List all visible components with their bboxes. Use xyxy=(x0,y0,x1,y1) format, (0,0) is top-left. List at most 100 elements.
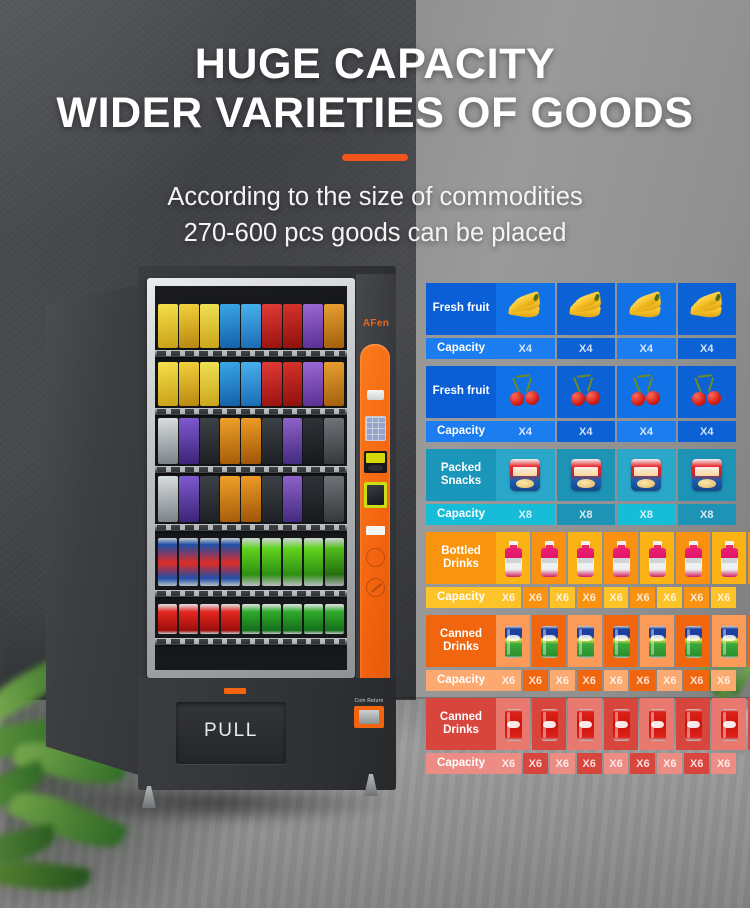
bottle-icon xyxy=(532,541,566,577)
product-cell xyxy=(532,615,566,667)
keypad[interactable] xyxy=(365,416,386,441)
cherry-icon xyxy=(508,374,542,409)
coin-return-label: Coin Return xyxy=(354,698,384,704)
product-cell xyxy=(677,366,736,418)
product-cell xyxy=(604,698,638,750)
panel-sticker xyxy=(366,526,385,535)
snack-bag-icon xyxy=(629,458,663,492)
banana-icon xyxy=(689,291,724,326)
product-cell xyxy=(748,698,750,750)
capacity-value: X6 xyxy=(684,670,710,691)
capacity-value: X4 xyxy=(617,338,676,359)
pull-flap[interactable]: PULL xyxy=(176,702,286,764)
red-can-icon xyxy=(712,707,746,741)
capacity-cells: X6 X6 X6 X6 X6 X6 X6 X6 X6 xyxy=(496,587,737,608)
category-label: Canned Drinks xyxy=(426,615,496,667)
banana-icon xyxy=(568,291,603,326)
capacity-value: X4 xyxy=(617,421,676,442)
capacity-value: X6 xyxy=(576,587,602,608)
product-line: Fresh fruit xyxy=(426,366,736,418)
capacity-value: X6 xyxy=(711,587,737,608)
red-can-icon xyxy=(496,707,530,741)
product-cell xyxy=(496,366,555,418)
machine-shelf-row-5 xyxy=(158,538,345,586)
machine-shelf-rail-5 xyxy=(155,590,347,597)
capacity-value: X6 xyxy=(657,670,683,691)
capacity-value: X6 xyxy=(549,587,575,608)
green-can-icon xyxy=(496,624,530,658)
capacity-line: Capacity X6 X6 X6 X6 X6 X6 X6 X6 X6 xyxy=(426,753,737,774)
capacity-value: X6 xyxy=(711,670,737,691)
capacity-value: X8 xyxy=(496,504,555,525)
product-cell xyxy=(568,532,602,584)
product-cell xyxy=(532,698,566,750)
machine-glass-window xyxy=(155,286,347,670)
product-cell xyxy=(604,615,638,667)
bottle-icon xyxy=(712,541,746,577)
capacity-value: X6 xyxy=(496,587,521,608)
machine-shelf-row-4 xyxy=(158,476,345,522)
product-cell xyxy=(568,615,602,667)
product-cell xyxy=(496,449,555,501)
capacity-label: Capacity xyxy=(426,338,496,359)
headline-line-1: HUGE CAPACITY xyxy=(194,40,556,88)
capacity-label: Capacity xyxy=(426,587,496,608)
product-line: Canned Drinks xyxy=(426,698,750,750)
machine-shelf-rail-1 xyxy=(155,350,347,357)
bill-acceptor-slot[interactable] xyxy=(367,390,384,400)
category-label: Canned Drinks xyxy=(426,698,496,750)
capacity-value: X8 xyxy=(677,504,736,525)
product-cell xyxy=(676,615,710,667)
vending-machine-photo: AFen PULL Coin Return xyxy=(46,266,396,826)
coin-return-slot[interactable] xyxy=(354,706,384,728)
capacity-value: X4 xyxy=(496,338,555,359)
product-cell xyxy=(556,366,615,418)
bottle-icon xyxy=(496,541,530,577)
product-cell xyxy=(604,532,638,584)
category-label: Fresh fruit xyxy=(426,366,496,418)
red-can-icon xyxy=(640,707,674,741)
page-title: HUGE CAPACITY WIDER VARIETIES OF GOODS xyxy=(0,40,750,138)
product-line: Canned Drinks xyxy=(426,615,750,667)
lower-door-accent xyxy=(224,688,246,694)
capacity-cells: X4 X4 X4 X4 xyxy=(496,421,736,442)
product-cell xyxy=(712,532,746,584)
product-cell xyxy=(532,532,566,584)
capacity-table-row: Fresh fruit Capacity X4 X4 X4 X4 xyxy=(426,366,736,442)
product-cell xyxy=(712,698,746,750)
capacity-table-row: Canned Drinks Capacity X6 X6 X6 X6 X6 X6 X6 X6 X6 xyxy=(426,698,750,774)
product-cell xyxy=(617,283,676,335)
product-cell xyxy=(640,615,674,667)
capacity-table-row: Canned Drinks Capacity X6 X6 X6 X6 X6 X6 X6 X6 X6 xyxy=(426,615,750,691)
capacity-value: X6 xyxy=(576,670,602,691)
capacity-table-row: Bottled Drinks Capacity X6 X6 X6 X6 X6 X6 X6 X6 X6 xyxy=(426,532,750,608)
product-line: Packed Snacks xyxy=(426,449,736,501)
capacity-value: X6 xyxy=(496,753,521,774)
capacity-value: X6 xyxy=(630,587,656,608)
capacity-value: X6 xyxy=(630,753,656,774)
banana-icon xyxy=(629,291,663,326)
capacity-value: X6 xyxy=(603,670,629,691)
machine-control-panel[interactable] xyxy=(360,344,390,726)
capacity-label: Capacity xyxy=(426,504,496,525)
machine-shelf-row-1 xyxy=(158,304,345,348)
no-entry-icon xyxy=(366,578,385,597)
card-reader[interactable] xyxy=(364,451,387,473)
green-can-icon xyxy=(712,624,746,658)
banana-icon xyxy=(508,291,542,326)
product-cell xyxy=(496,283,555,335)
capacity-value: X4 xyxy=(677,338,736,359)
product-cell xyxy=(556,449,615,501)
display-screen[interactable] xyxy=(364,482,387,508)
product-cells xyxy=(496,698,750,750)
machine-shelf-row-2 xyxy=(158,362,345,406)
capacity-value: X6 xyxy=(549,753,575,774)
snack-bag-icon xyxy=(508,458,542,492)
product-cell xyxy=(496,698,530,750)
product-cell xyxy=(617,366,676,418)
category-label: Packed Snacks xyxy=(426,449,496,501)
product-cell xyxy=(748,532,750,584)
machine-shelf-rail-4 xyxy=(155,524,347,531)
capacity-value: X6 xyxy=(549,670,575,691)
bottle-icon xyxy=(604,541,638,577)
